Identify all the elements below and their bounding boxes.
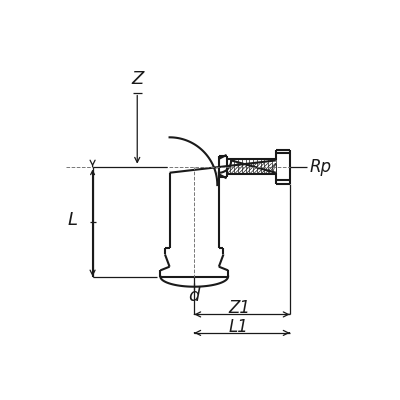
Text: Z1: Z1 (228, 299, 250, 317)
Text: Z: Z (131, 70, 144, 88)
Text: Rp: Rp (310, 158, 332, 176)
Text: d: d (188, 287, 200, 305)
Text: L1: L1 (229, 318, 249, 336)
Text: L: L (68, 212, 78, 230)
